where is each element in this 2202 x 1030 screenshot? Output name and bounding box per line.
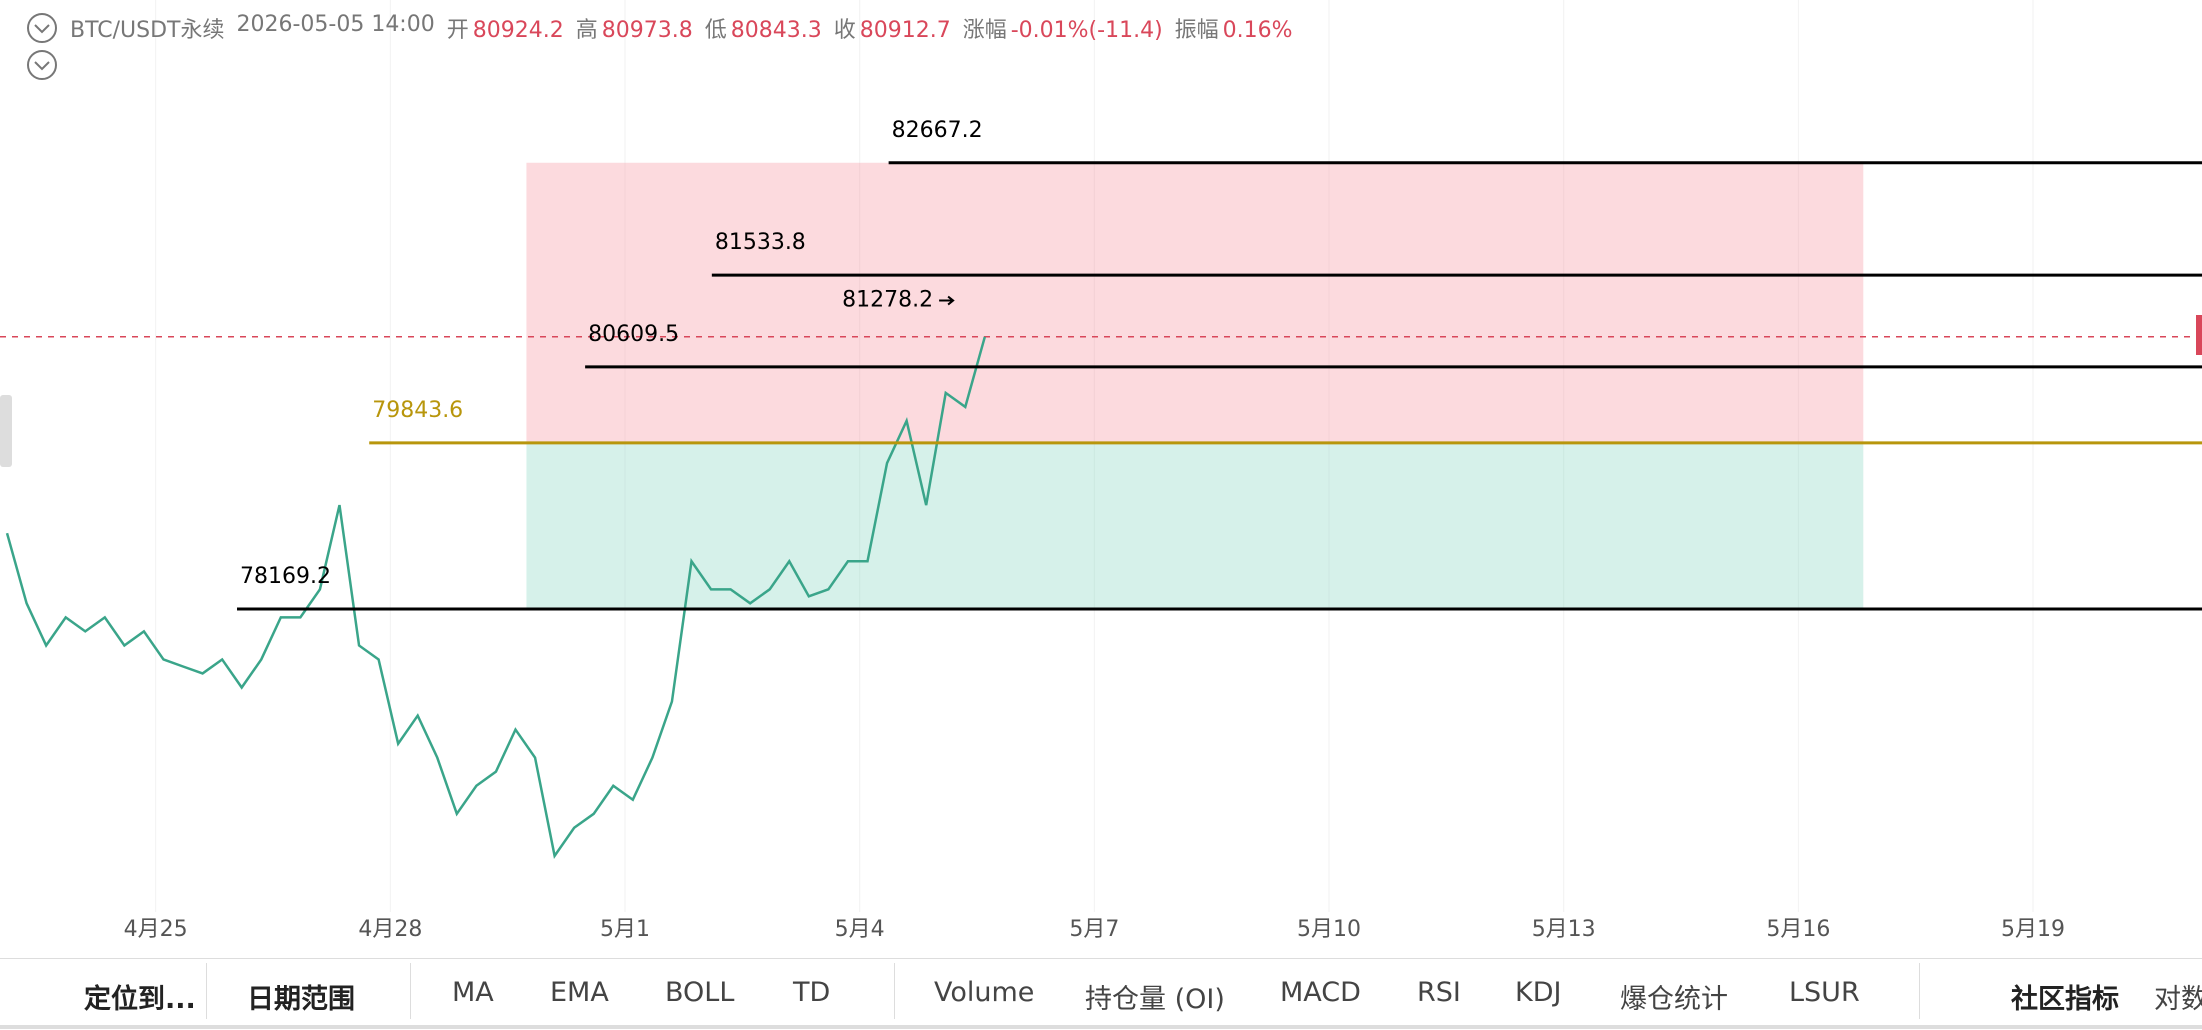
high-arrow (939, 295, 955, 306)
field-value: -0.01%(-11.4) (1010, 18, 1163, 43)
field-value: 80973.8 (601, 18, 693, 43)
separator (894, 963, 895, 1019)
x-tick-label: 5月7 (1069, 917, 1119, 942)
expand-icon[interactable] (27, 50, 57, 80)
toolbar-item[interactable]: RSI (1417, 977, 1461, 1008)
x-tick-label: 5月13 (1532, 917, 1596, 942)
price-line (5, 336, 987, 859)
collapse-icon[interactable] (27, 13, 57, 43)
ohlc-header: BTC/USDT永续 2026-05-05 14:00 开 80924.2 高 809… (70, 12, 1293, 44)
toolbar: 定位到... 日期范围 MA EMA BOLL TD Volume 持仓量 (OI) MACD R… (0, 958, 2202, 1029)
time: 2026-05-05 14:00 (236, 12, 435, 37)
toolbar-item[interactable]: 定位到... (84, 984, 196, 1015)
toolbar-item[interactable]: LSUR (1789, 977, 1860, 1008)
toolbar-item[interactable]: 持仓量 (OI) (1085, 984, 1225, 1015)
toolbar-item[interactable]: MACD (1280, 977, 1361, 1008)
ohlc-field: 低 80843.3 (705, 12, 822, 44)
symbol: BTC/USDT永续 (70, 18, 225, 43)
field-value: 80924.2 (472, 18, 564, 43)
toolbar-item[interactable]: 日期范围 (247, 984, 355, 1015)
x-tick-label: 4月28 (358, 917, 422, 942)
x-tick-label: 5月10 (1297, 917, 1361, 942)
chart: 4月25 4月28 5月1 5月4 5月7 5月10 5月13 5月16 5月19 82667.2… (0, 0, 2202, 942)
x-tick-label: 5月16 (1766, 917, 1830, 942)
price-tag (2196, 315, 2202, 355)
level-label: 82667.2 (892, 118, 983, 143)
field-label: 收 (833, 18, 856, 43)
side-handle[interactable] (0, 395, 12, 467)
collapse-icon-chevron (34, 24, 50, 34)
ohlc-field: 开 80924.2 (447, 12, 564, 44)
x-tick-label: 4月25 (124, 917, 188, 942)
x-tick-label: 5月19 (2001, 917, 2065, 942)
level-label: 78169.2 (240, 564, 331, 589)
profit-zone (526, 442, 1864, 609)
ohlc-field: 涨幅 -0.01%(-11.4) (963, 12, 1163, 44)
field-label: 振幅 (1174, 18, 1219, 43)
high-label: 81278.2 (842, 288, 933, 313)
separator (410, 963, 411, 1019)
separator (1919, 963, 1920, 1019)
toolbar-item[interactable]: 爆仓统计 (1620, 984, 1728, 1015)
field-value: 0.16% (1222, 18, 1293, 43)
field-label: 开 (446, 18, 469, 43)
field-label: 高 (575, 18, 598, 43)
x-tick-label: 5月4 (835, 917, 885, 942)
separator (206, 963, 207, 1019)
toolbar-item[interactable]: Volume (934, 977, 1035, 1008)
toolbar-item[interactable]: BOLL (665, 977, 735, 1008)
field-value: 80843.3 (730, 18, 822, 43)
toolbar-item[interactable]: KDJ (1515, 977, 1562, 1008)
toolbar-item[interactable]: 对数 (2154, 984, 2202, 1015)
field-label: 低 (704, 18, 727, 43)
loss-zone (526, 162, 1864, 443)
field-label: 涨幅 (962, 18, 1007, 43)
ohlc-field: 振幅 0.16% (1175, 12, 1293, 44)
x-tick-label: 5月1 (600, 917, 650, 942)
toolbar-item[interactable]: TD (793, 977, 831, 1008)
toolbar-item[interactable]: MA (452, 977, 494, 1008)
field-value: 80912.7 (859, 18, 951, 43)
level-label: 79843.6 (372, 398, 463, 423)
toolbar-item[interactable]: 社区指标 (2011, 984, 2119, 1015)
ohlc-field: 高 80973.8 (576, 12, 693, 44)
toolbar-item[interactable]: EMA (550, 977, 609, 1008)
level-label: 81533.8 (715, 230, 806, 255)
ohlc-field: 收 80912.7 (834, 12, 951, 44)
level-label: 80609.5 (588, 322, 679, 347)
expand-icon-chevron (34, 61, 50, 71)
